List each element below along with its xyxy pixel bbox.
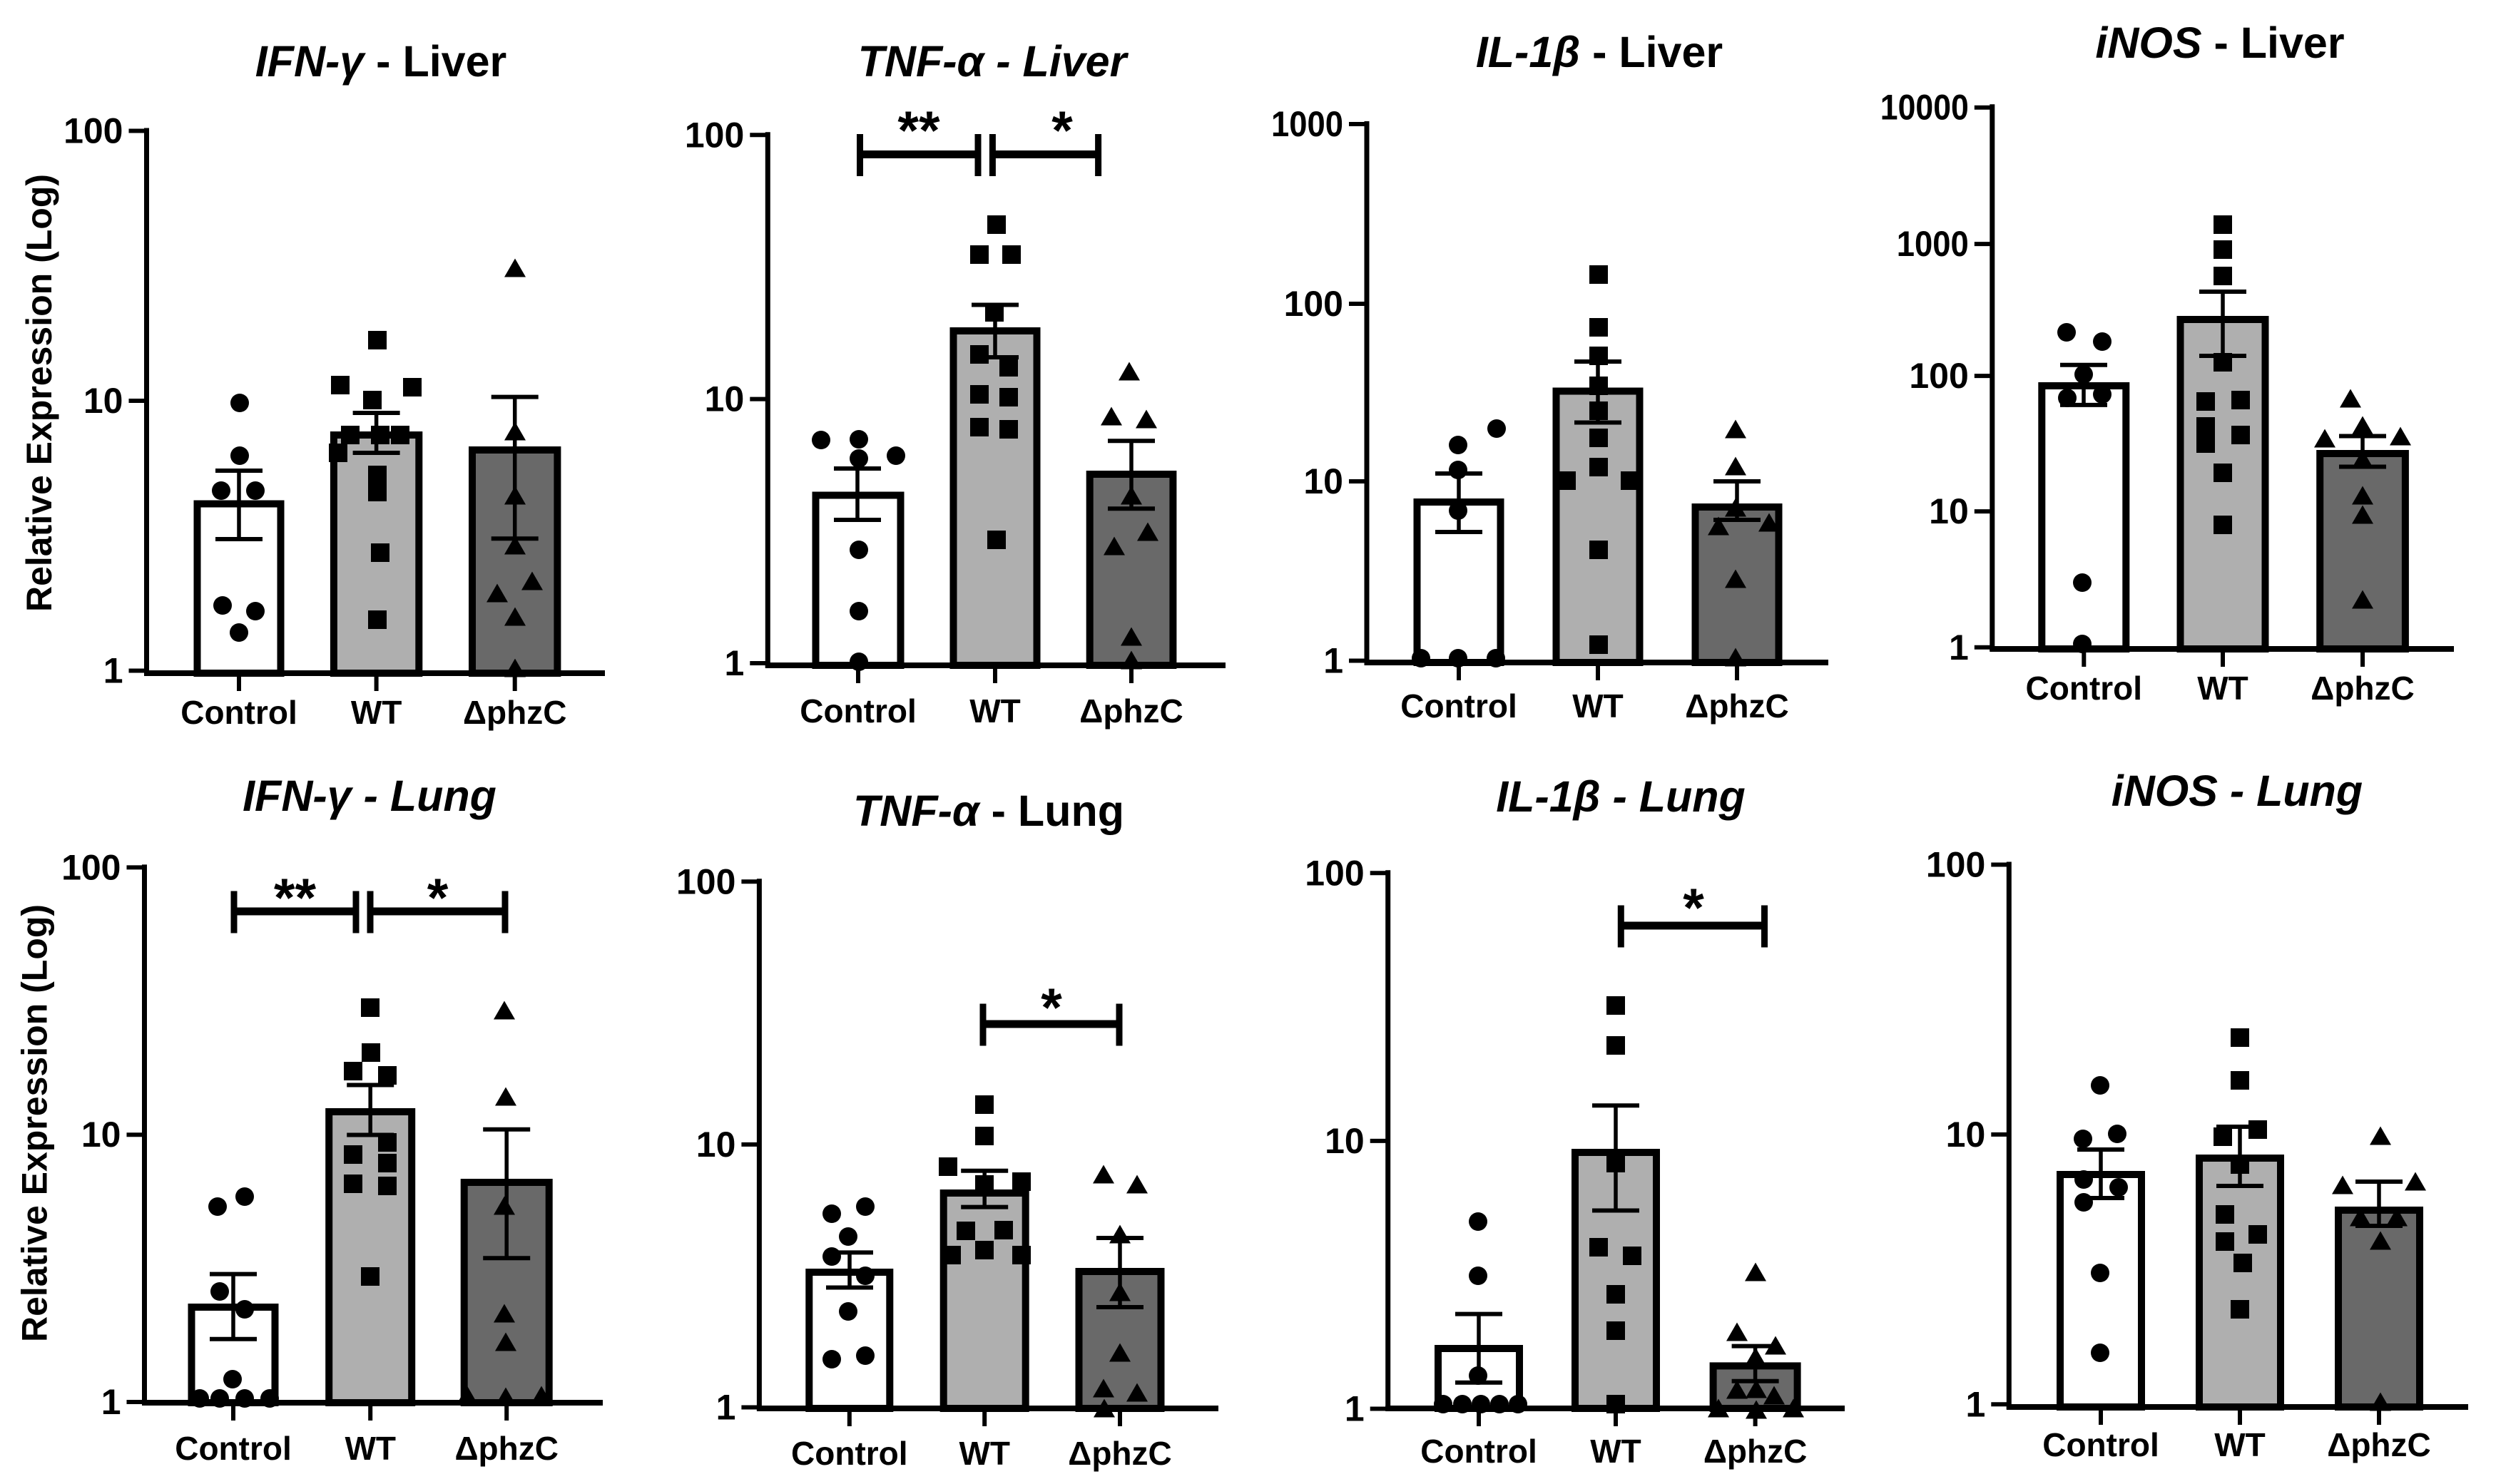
- svg-text:Control: Control: [791, 1435, 908, 1472]
- svg-text:Relative Expression (Log): Relative Expression (Log): [15, 904, 55, 1342]
- svg-text:Control: Control: [2026, 670, 2143, 707]
- svg-text:100: 100: [676, 861, 735, 901]
- svg-text:IFN-γ - Lung: IFN-γ - Lung: [243, 772, 496, 820]
- svg-text:1: 1: [101, 1382, 121, 1422]
- svg-text:Control: Control: [2042, 1426, 2159, 1463]
- svg-text:10000: 10000: [1880, 88, 1969, 128]
- svg-text:100: 100: [1305, 853, 1364, 893]
- svg-text:ΔphzC: ΔphzC: [454, 1430, 558, 1467]
- svg-text:1: 1: [1965, 1384, 1985, 1424]
- svg-text:10: 10: [705, 379, 745, 419]
- svg-text:WT: WT: [969, 692, 1021, 730]
- svg-text:Control: Control: [800, 692, 917, 730]
- svg-text:WT: WT: [1572, 687, 1624, 725]
- svg-text:IL-1β - Lung: IL-1β - Lung: [1496, 772, 1746, 821]
- svg-text:100: 100: [1926, 845, 1985, 885]
- svg-text:*: *: [1041, 978, 1062, 1038]
- svg-text:Control: Control: [1420, 1433, 1537, 1470]
- svg-text:100: 100: [63, 111, 123, 151]
- svg-text:WT: WT: [351, 694, 402, 731]
- svg-text:ΔphzC: ΔphzC: [1079, 692, 1183, 730]
- svg-text:10: 10: [83, 381, 123, 421]
- svg-text:*: *: [427, 868, 449, 928]
- svg-text:100: 100: [1909, 356, 1968, 396]
- svg-text:1: 1: [103, 651, 123, 691]
- svg-text:TNF-α - Lung: TNF-α - Lung: [853, 787, 1124, 835]
- svg-text:Relative Expression (Log): Relative Expression (Log): [19, 174, 59, 612]
- svg-text:100: 100: [61, 847, 121, 887]
- svg-text:WT: WT: [2214, 1426, 2266, 1463]
- svg-text:IL-1β - Liver: IL-1β - Liver: [1476, 28, 1723, 76]
- svg-text:1000: 1000: [1897, 224, 1969, 264]
- svg-text:WT: WT: [959, 1435, 1010, 1472]
- svg-text:10: 10: [1929, 491, 1969, 531]
- svg-text:1: 1: [1345, 1389, 1365, 1429]
- svg-text:1: 1: [716, 1388, 736, 1428]
- svg-text:100: 100: [685, 115, 744, 155]
- svg-text:ΔphzC: ΔphzC: [1068, 1435, 1171, 1472]
- svg-text:10: 10: [81, 1115, 121, 1155]
- svg-text:10: 10: [1303, 461, 1343, 501]
- svg-text:ΔphzC: ΔphzC: [1685, 687, 1788, 725]
- svg-text:WT: WT: [345, 1430, 396, 1467]
- svg-text:10: 10: [1325, 1121, 1365, 1161]
- svg-text:Control: Control: [175, 1430, 292, 1467]
- svg-text:1: 1: [1949, 628, 1969, 667]
- svg-text:ΔphzC: ΔphzC: [2311, 670, 2414, 707]
- svg-text:10: 10: [1946, 1115, 1986, 1155]
- svg-text:TNF-α - Liver: TNF-α - Liver: [858, 37, 1129, 86]
- svg-text:ΔphzC: ΔphzC: [2327, 1426, 2430, 1463]
- svg-text:1: 1: [1323, 641, 1343, 681]
- svg-text:ΔphzC: ΔphzC: [1703, 1433, 1807, 1470]
- svg-text:1000: 1000: [1271, 104, 1343, 144]
- svg-text:**: **: [897, 101, 940, 161]
- svg-text:ΔphzC: ΔphzC: [463, 694, 566, 731]
- svg-text:iNOS - Liver: iNOS - Liver: [2095, 19, 2344, 67]
- svg-text:*: *: [1051, 101, 1073, 161]
- svg-text:WT: WT: [1590, 1433, 1641, 1470]
- svg-text:IFN-γ - Liver: IFN-γ - Liver: [255, 37, 507, 86]
- svg-text:Control: Control: [180, 694, 297, 731]
- svg-text:iNOS - Lung: iNOS - Lung: [2112, 767, 2363, 815]
- svg-text:WT: WT: [2197, 670, 2248, 707]
- svg-text:Control: Control: [1400, 687, 1517, 725]
- svg-text:10: 10: [696, 1125, 736, 1165]
- svg-text:100: 100: [1284, 284, 1343, 324]
- svg-text:*: *: [1683, 878, 1704, 938]
- svg-text:**: **: [274, 868, 317, 928]
- svg-text:1: 1: [724, 643, 744, 683]
